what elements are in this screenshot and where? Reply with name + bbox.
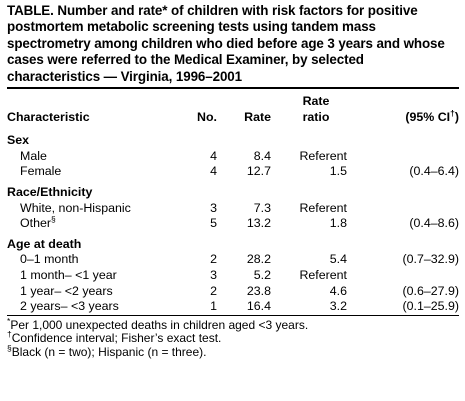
row-characteristic: 0–1 month (20, 252, 79, 267)
row-no: 4 (210, 164, 217, 179)
row-characteristic: Female (20, 164, 62, 179)
col-header-characteristic: Characteristic (7, 109, 90, 124)
table-row: 2 years– <3 years 1 16.4 3.2 (0.1–25.9) (7, 299, 459, 315)
table-title: TABLE. Number and rate* of children with… (7, 3, 445, 84)
section-label: Race/Ethnicity (7, 185, 93, 199)
header-row: Characteristic No. Rate Rate ratio (95% … (7, 89, 459, 128)
row-ci: (0.7–32.9) (402, 252, 459, 267)
footnote: *Per 1,000 unexpected deaths in children… (7, 315, 459, 333)
row-rate: 23.8 (246, 283, 271, 298)
title-rule (7, 87, 459, 90)
ci-footnote-mark: † (450, 107, 455, 118)
footnote: †Confidence interval; Fisher’s exact tes… (7, 329, 459, 346)
row-rate: 8.4 (253, 148, 271, 163)
row-characteristic: White, non-Hispanic (20, 200, 131, 215)
row-no: 2 (210, 283, 217, 298)
row-rate-ratio: 3.2 (329, 299, 347, 314)
footnote-text: Black (n = two); Hispanic (n = three). (11, 344, 207, 359)
table-row: Other§ 5 13.2 1.8 (0.4–8.6) (7, 214, 459, 232)
col-header-rate: Rate (244, 109, 271, 124)
row-no: 1 (210, 299, 217, 314)
row-ci (361, 201, 459, 217)
table-figure: TABLE. Number and rate* of children with… (7, 3, 459, 360)
rate-ratio-line2: ratio (302, 109, 330, 124)
row-ci: (0.1–25.9) (402, 299, 459, 314)
data-table: Characteristic No. Rate Rate ratio (95% … (7, 89, 459, 315)
row-characteristic: 1 year– <2 years (20, 283, 113, 298)
footnote-mark: * (7, 315, 11, 326)
row-rate-ratio: Referent (299, 148, 347, 163)
row-characteristic: 1 month– <1 year (20, 267, 117, 282)
row-characteristic: Other§ (20, 214, 56, 231)
table-row: Female 4 12.7 1.5 (0.4–6.4) (7, 164, 459, 180)
section-row: Sex (7, 128, 459, 149)
row-rate-ratio: 1.8 (329, 216, 347, 231)
table-row: Male 4 8.4 Referent (7, 149, 459, 165)
row-rate-ratio: Referent (299, 267, 347, 282)
row-no: 4 (210, 148, 217, 163)
table-row: 1 month– <1 year 3 5.2 Referent (7, 268, 459, 284)
table-body: Sex Male 4 8.4 Referent Female 4 12.7 1.5 (0.4–6.… (7, 128, 459, 315)
row-rate-ratio: 5.4 (329, 252, 347, 267)
row-rate-ratio: 1.5 (329, 164, 347, 179)
footnote-mark: § (7, 342, 12, 353)
row-ci (361, 149, 459, 165)
row-rate-ratio: 4.6 (329, 283, 347, 298)
row-footnote-mark: § (51, 214, 56, 225)
section-row: Age at death (7, 232, 459, 253)
row-no: 2 (210, 252, 217, 267)
row-characteristic: 2 years– <3 years (20, 299, 119, 314)
table-row: 1 year– <2 years 2 23.8 4.6 (0.6–27.9) (7, 284, 459, 300)
row-no: 3 (210, 267, 217, 282)
table-row: White, non-Hispanic 3 7.3 Referent (7, 201, 459, 217)
rate-ratio-line1: Rate (302, 94, 330, 109)
footnote-text: Per 1,000 unexpected deaths in children … (10, 317, 309, 332)
footnotes: *Per 1,000 unexpected deaths in children… (7, 315, 459, 360)
row-rate: 5.2 (253, 267, 271, 282)
footnote-mark: † (7, 329, 12, 340)
row-no: 5 (210, 216, 217, 231)
row-rate-ratio: Referent (299, 200, 347, 215)
section-label: Sex (7, 133, 30, 148)
section-row: Race/Ethnicity (7, 180, 459, 201)
col-header-no: No. (197, 109, 217, 124)
section-label: Age at death (7, 236, 82, 251)
footnote-text: Confidence interval; Fisher’s exact test… (11, 331, 222, 346)
row-ci: (0.4–8.6) (409, 216, 459, 231)
row-rate: 16.4 (246, 299, 271, 314)
col-header-ci: (95% CI†) (405, 107, 459, 124)
footnote: §Black (n = two); Hispanic (n = three). (7, 342, 459, 360)
table-row: 0–1 month 2 28.2 5.4 (0.7–32.9) (7, 252, 459, 268)
row-rate: 28.2 (246, 252, 271, 267)
row-no: 3 (210, 200, 217, 215)
bottom-rule (7, 314, 459, 316)
row-characteristic: Male (20, 148, 47, 163)
row-rate: 7.3 (253, 200, 271, 215)
row-ci: (0.4–6.4) (409, 164, 459, 179)
row-ci: (0.6–27.9) (402, 283, 459, 298)
row-rate: 13.2 (246, 216, 271, 231)
row-ci (361, 268, 459, 284)
row-rate: 12.7 (246, 164, 271, 179)
col-header-rate-ratio: Rate ratio (271, 89, 361, 128)
